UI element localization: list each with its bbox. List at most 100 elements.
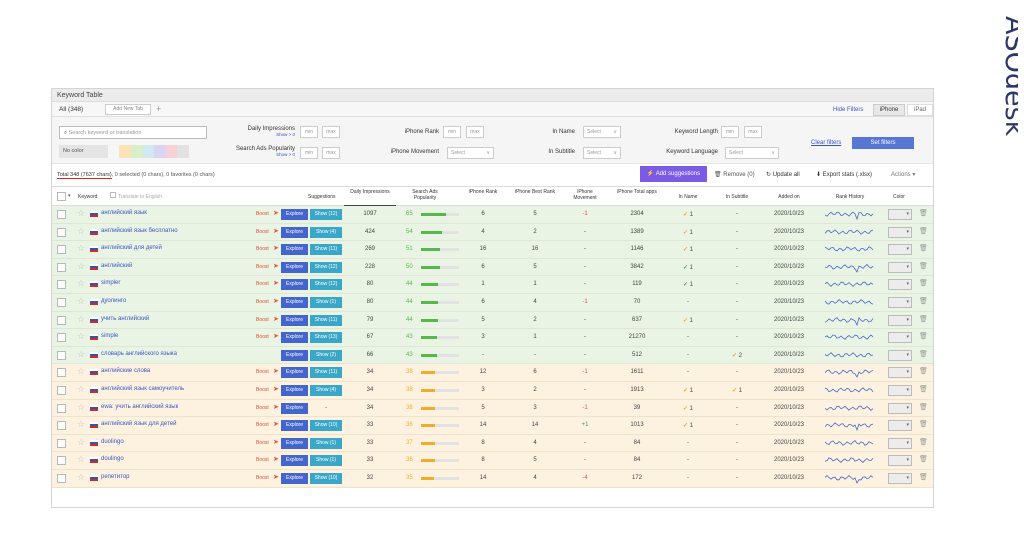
rocket-icon[interactable]: ➤	[273, 315, 279, 323]
trash-icon[interactable]: 🗑	[919, 403, 928, 411]
row-checkbox[interactable]	[57, 350, 66, 360]
rocket-icon[interactable]: ➤	[273, 438, 279, 446]
new-tab-input[interactable]: Add New Tab	[105, 104, 151, 115]
keyword-link[interactable]: английский язык бесплатно	[101, 227, 178, 234]
keyword-link[interactable]: английский язык	[101, 210, 147, 216]
explore-button[interactable]: Explore	[281, 279, 308, 291]
explore-button[interactable]: Explore	[281, 349, 308, 361]
table-row[interactable]: ☆ английский Boost ➤ Explore Show (12) 228 50 6 5…	[52, 258, 933, 277]
show-suggestions-button[interactable]: Show (11)	[310, 244, 342, 256]
show-suggestions-button[interactable]: Show (11)	[310, 314, 342, 326]
show-gt-0-link[interactable]: Show > 0	[276, 132, 295, 137]
col-search-ads[interactable]: Search Ads Popularity	[412, 189, 438, 201]
keyword-link[interactable]: doulingo	[101, 456, 124, 463]
actions-dropdown[interactable]: Actions ▾	[891, 172, 916, 178]
col-daily-impressions[interactable]: Daily Impressions	[350, 189, 390, 195]
table-row[interactable]: ☆ английский язык бесплатно Boost ➤ Explore S…	[52, 223, 933, 242]
boost-label[interactable]: Boost	[256, 228, 269, 235]
hide-filters-link[interactable]: Hide Filters	[833, 107, 864, 113]
explore-button[interactable]: Explore	[281, 420, 308, 432]
keyword-link[interactable]: английский	[101, 262, 133, 269]
col-iphone-total-apps[interactable]: iPhone Total apps	[617, 189, 657, 195]
row-color-select[interactable]: ▾	[888, 261, 912, 273]
row-checkbox[interactable]	[57, 280, 66, 290]
keyword-link[interactable]: ewa: учить английский язык	[101, 403, 179, 410]
boost-label[interactable]: Boost	[256, 316, 269, 323]
row-checkbox[interactable]	[57, 385, 66, 395]
device-iphone-tab[interactable]: iPhone	[873, 104, 905, 116]
trash-icon[interactable]: 🗑	[919, 210, 928, 217]
explore-button[interactable]: Explore	[281, 455, 308, 467]
trash-icon[interactable]: 🗑	[919, 368, 928, 376]
rocket-icon[interactable]: ➤	[273, 333, 279, 341]
boost-label[interactable]: Boost	[256, 369, 269, 376]
rocket-icon[interactable]: ➤	[273, 227, 279, 235]
star-icon[interactable]: ☆	[77, 225, 86, 236]
length-max-input[interactable]: max	[744, 126, 762, 138]
explore-button[interactable]: Explore	[281, 314, 308, 326]
show-suggestions-button[interactable]: Show (4)	[310, 226, 342, 238]
add-suggestions-button[interactable]: ⚡ Add suggestions	[640, 166, 707, 182]
trash-icon[interactable]: 🗑	[919, 385, 928, 393]
rocket-icon[interactable]: ➤	[273, 385, 279, 393]
col-suggestions[interactable]: Suggestions	[308, 194, 336, 200]
row-color-select[interactable]: ▾	[888, 349, 912, 361]
keyword-link[interactable]: английский язык самоучитель	[101, 385, 185, 392]
row-checkbox[interactable]	[57, 333, 66, 343]
keyword-link[interactable]: словарь английского языка	[101, 350, 177, 357]
rocket-icon[interactable]: ➤	[273, 245, 279, 253]
show-suggestions-button[interactable]: Show (13)	[310, 332, 342, 344]
trash-icon[interactable]: 🗑	[919, 333, 928, 341]
rocket-icon[interactable]: ➤	[273, 262, 279, 270]
row-color-select[interactable]: ▾	[888, 402, 912, 414]
search-input[interactable]: ⌕ Search keyword or translation	[59, 126, 207, 139]
explore-button[interactable]: Explore	[281, 296, 308, 308]
row-color-select[interactable]: ▾	[888, 455, 912, 467]
export-stats-button[interactable]: ⬇ Export stats (.xlsx)	[816, 172, 873, 178]
keyword-link[interactable]: simple	[101, 333, 119, 340]
col-in-subtitle[interactable]: In Subtitle	[725, 194, 749, 200]
explore-button[interactable]: Explore	[281, 367, 308, 379]
explore-button[interactable]: Explore	[281, 332, 308, 344]
table-row[interactable]: ☆ английский язык Boost ➤ Explore Show (12) 10…	[52, 206, 933, 224]
color-filter[interactable]: No color	[59, 145, 190, 158]
movement-select[interactable]: Select ∨	[447, 147, 494, 159]
star-icon[interactable]: ☆	[77, 331, 86, 342]
trash-icon[interactable]: 🗑	[919, 456, 928, 464]
row-color-select[interactable]: ▾	[888, 472, 912, 484]
keyword-link[interactable]: учить английский	[101, 315, 150, 322]
color-swatch[interactable]	[119, 145, 131, 158]
col-keyword[interactable]: Keyword	[78, 194, 98, 200]
no-color-option[interactable]: No color	[59, 145, 108, 158]
row-checkbox[interactable]	[57, 297, 66, 307]
show-suggestions-button[interactable]: Show (11)	[310, 367, 342, 379]
star-icon[interactable]: ☆	[77, 313, 86, 324]
keyword-link[interactable]: duolingo	[101, 438, 124, 445]
boost-label[interactable]: Boost	[256, 298, 269, 305]
explore-button[interactable]: Explore	[281, 437, 308, 449]
star-icon[interactable]: ☆	[77, 471, 86, 482]
table-row[interactable]: ☆ учить английский Boost ➤ Explore Show (11) 7…	[52, 311, 933, 330]
rocket-icon[interactable]: ➤	[273, 403, 279, 411]
clear-filters-link[interactable]: Clear filters	[811, 140, 842, 146]
star-icon[interactable]: ☆	[77, 348, 86, 359]
table-row[interactable]: ☆ английские слова Boost ➤ Explore Show (11) 3…	[52, 364, 933, 382]
popularity-max-input[interactable]: max	[322, 147, 340, 159]
rocket-icon[interactable]: ➤	[273, 368, 279, 376]
in-subtitle-select[interactable]: Select ∨	[583, 147, 621, 159]
star-icon[interactable]: ☆	[77, 278, 86, 289]
translate-checkbox[interactable]	[110, 192, 116, 198]
trash-icon[interactable]: 🗑	[919, 350, 928, 358]
boost-label[interactable]: Boost	[256, 457, 269, 464]
row-color-select[interactable]: ▾	[888, 384, 912, 396]
row-checkbox[interactable]	[57, 403, 66, 413]
trash-icon[interactable]: 🗑	[919, 280, 928, 288]
star-icon[interactable]: ☆	[77, 208, 86, 218]
rank-min-input[interactable]: min	[443, 126, 461, 138]
show-suggestions-button[interactable]: Show (12)	[310, 209, 342, 220]
trash-icon[interactable]: 🗑	[919, 421, 928, 429]
col-in-name[interactable]: In Name	[678, 194, 698, 200]
boost-label[interactable]: Boost	[256, 439, 269, 446]
color-swatch[interactable]	[142, 145, 155, 158]
col-iphone-best-rank[interactable]: iPhone Best Rank	[514, 189, 556, 195]
